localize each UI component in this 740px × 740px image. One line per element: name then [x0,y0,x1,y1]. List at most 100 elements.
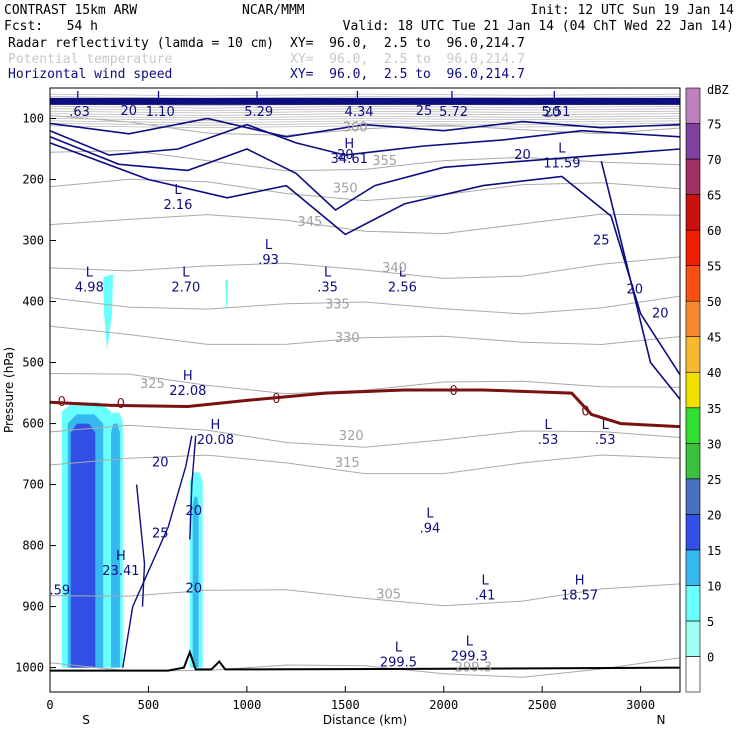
theta-isoline [49,325,681,346]
y-tick-label: 600 [22,417,44,431]
extremum-marker: L [481,573,489,588]
extremum-value: .53 [538,433,559,448]
north-label: N [657,713,666,727]
isotach-label: 20 [626,282,643,297]
colorbar-swatch [685,87,701,124]
extremum-marker: L [558,141,566,156]
extremum-value: 299.5 [380,655,417,670]
extremum-marker: L [426,506,434,521]
isotach-label: 25 [593,234,610,249]
colorbar-tick-label: 15 [707,544,721,558]
zero-line-label: 0 [117,397,125,412]
isotach-label: 20 [652,307,669,322]
zero-line-label: 0 [581,404,589,419]
isotach-label: 20 [337,148,354,163]
extremum-value: .93 [258,253,279,268]
colorbar-tick-label: 55 [707,260,721,274]
colorbar-tick-label: 65 [707,189,721,203]
wind-isotach [189,435,197,540]
theta-isoline [49,105,681,109]
theta-label: 360 [343,121,368,136]
colorbar-swatch [685,442,701,480]
y-tick-label: 100 [22,112,44,126]
field-xy-reflectivity: XY= 96.0, 2.5 to 96.0,214.7 [290,36,525,51]
reflectivity-patch [103,274,113,351]
colorbar-swatch [685,336,701,373]
y-tick-label: 1000 [15,661,44,675]
south-label: S [82,713,90,727]
field-name-wind: Horizontal wind speed [8,67,172,82]
reflectivity-column [70,423,96,668]
reflectivity-shading [61,274,229,668]
isotach-label: 20 [544,105,561,120]
theta-label: 320 [339,429,364,444]
colorbar-swatch [685,123,701,160]
wind-isotach [122,435,193,668]
y-tick-label: 500 [22,356,44,370]
wind-isotach [49,142,681,376]
theta-isoline [49,295,681,315]
wind-isotach [600,161,681,400]
theta-isoline [49,583,681,607]
plot-frame [49,87,681,693]
field-xy-theta: XY= 96.0, 2.5 to 96.0,214.7 [290,52,525,67]
extremum-value: 11.59 [543,156,580,171]
colorbar-swatch [685,514,701,551]
y-tick-label: 300 [22,234,44,248]
edge-label: .59 [50,583,71,598]
extremum-marker: L [450,90,458,105]
theta-isoline [49,113,681,116]
extremum-marker: L [602,418,610,433]
theta-label: 340 [382,261,407,276]
theta-isoline [49,115,681,119]
y-axis-label: Pressure (hPa) [2,347,16,433]
zero-dbz-contour [49,388,681,429]
extremum-value: 2.16 [163,198,192,213]
isotach-label: 25 [152,526,169,541]
x-tick-label: 0 [46,698,53,712]
colorbar-tick-label: 10 [707,579,721,593]
colorbar-tick-label: 20 [707,508,721,522]
isotach-label: 20 [120,104,137,119]
theta-label: 315 [335,456,360,471]
extremum-marker: L [182,265,190,280]
extremum-value: 5.72 [439,105,468,120]
extremum-marker: L [552,90,560,105]
x-axis-label: Distance (km) [323,713,407,727]
theta-isoline [49,96,681,99]
colorbar-tick-label: 70 [707,153,721,167]
extremum-marker: H [575,573,585,588]
terrain-surface [50,649,681,672]
theta-isoline [49,93,681,97]
isotach-label: 20 [514,148,531,163]
extremum-marker: L [174,183,182,198]
terrain-line [50,649,681,672]
extremum-value: 299.3 [451,649,488,664]
extremum-value: 1.10 [146,105,175,120]
colorbar-tick-label: 60 [707,224,721,238]
wind-isotach [49,123,681,156]
extremum-value: 23.41 [102,564,139,579]
edge-label: 20 [152,455,169,470]
theta-isoline [49,213,681,235]
wind-isotach [49,136,681,212]
theta-isoline [49,118,681,121]
reflectivity-column [192,496,199,668]
extremum-marker: H [116,549,126,564]
colorbar-tick-label: 25 [707,473,721,487]
y-tick-label: 200 [22,173,44,187]
x-tick-label: 1000 [232,698,261,712]
extremum-value: 5.29 [244,105,273,120]
wind-speed-contours [49,97,681,668]
theta-isoline [49,125,681,129]
colorbar-swatch [685,549,701,586]
theta-label: 305 [376,587,401,602]
x-tick-label: 3000 [626,698,655,712]
axes: 0 500 1000 1500 2000 2500 30001002003004005006… [15,112,655,712]
isotach-label: 25 [416,104,433,119]
colorbar-swatch [685,229,701,266]
extremum-marker: L [544,418,552,433]
edge-label: 20 [185,504,202,519]
x-tick-label: 2500 [528,698,557,712]
y-tick-label: 700 [22,478,44,492]
